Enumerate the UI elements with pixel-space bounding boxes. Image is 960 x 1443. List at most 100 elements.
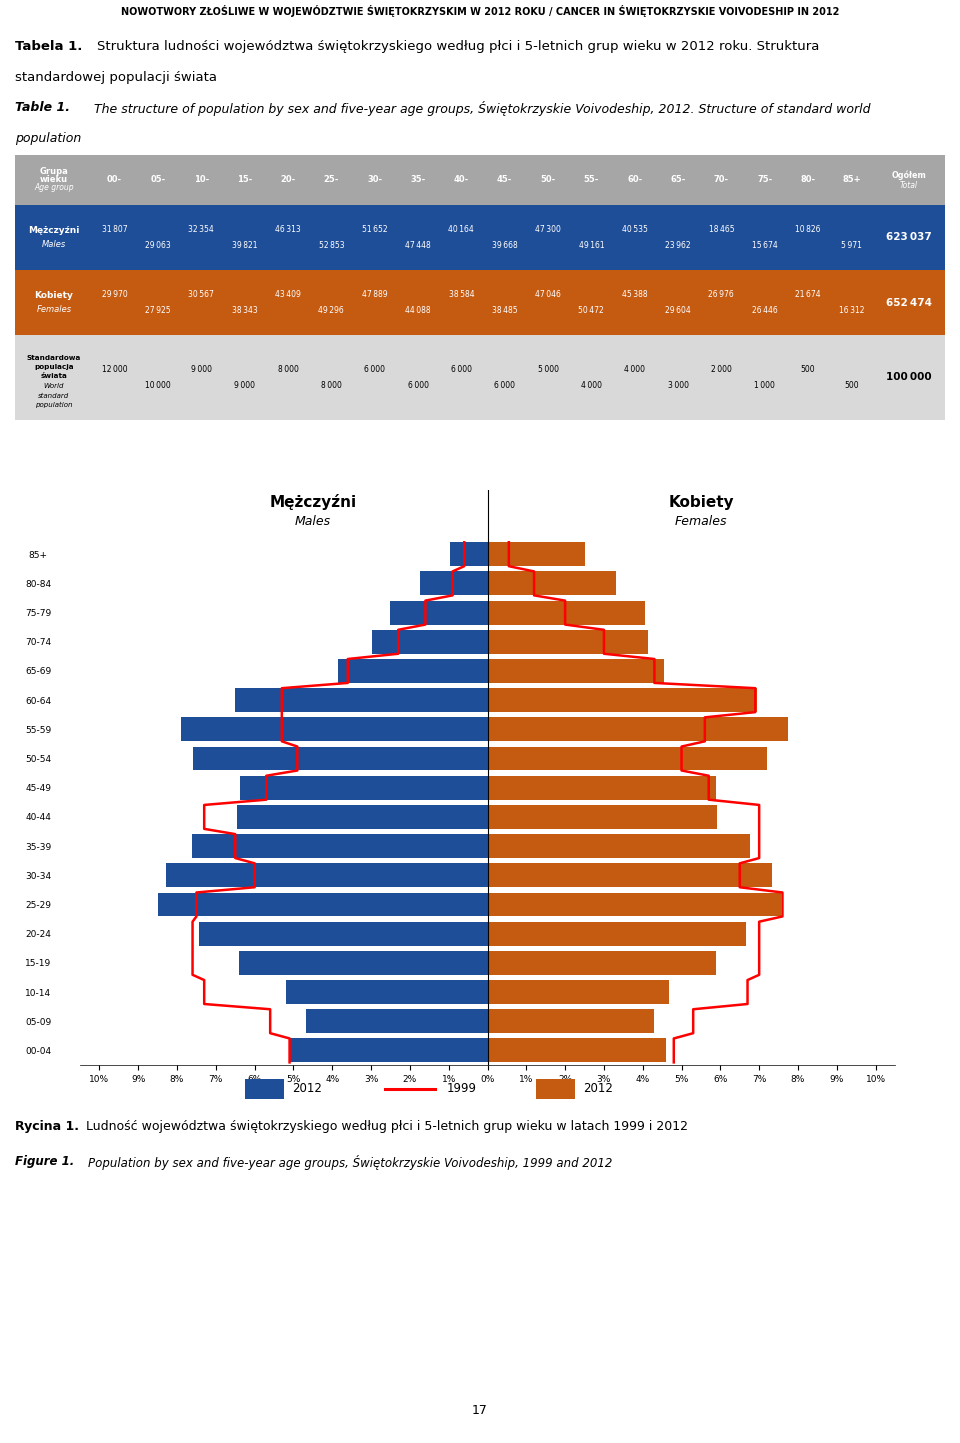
Bar xyxy=(158,893,488,916)
Bar xyxy=(488,746,767,771)
Text: 21 674: 21 674 xyxy=(795,290,821,299)
Text: 10 000: 10 000 xyxy=(145,381,171,390)
Text: wieku: wieku xyxy=(40,176,68,185)
Text: population: population xyxy=(36,401,73,407)
Bar xyxy=(193,746,488,771)
Text: 30 567: 30 567 xyxy=(188,290,214,299)
Text: 44 088: 44 088 xyxy=(405,306,431,315)
Text: 49 161: 49 161 xyxy=(579,241,604,250)
Bar xyxy=(15,154,945,205)
Text: standard: standard xyxy=(38,392,70,398)
Text: Females: Females xyxy=(36,304,72,315)
Text: standardowej populacji świata: standardowej populacji świata xyxy=(15,72,217,85)
Text: 1 000: 1 000 xyxy=(755,381,775,390)
Bar xyxy=(488,659,663,683)
Text: 5 000: 5 000 xyxy=(538,365,559,374)
Bar xyxy=(488,980,669,1004)
Text: 45 388: 45 388 xyxy=(622,290,647,299)
Bar xyxy=(488,688,757,711)
Text: 6 000: 6 000 xyxy=(407,381,428,390)
Text: 9 000: 9 000 xyxy=(191,365,212,374)
Text: 47 046: 47 046 xyxy=(535,290,561,299)
Bar xyxy=(192,834,488,859)
Text: 8 000: 8 000 xyxy=(277,365,299,374)
Bar xyxy=(488,1039,666,1062)
Bar xyxy=(166,863,488,887)
Bar xyxy=(488,922,746,945)
Text: 500: 500 xyxy=(801,365,815,374)
Text: 51 652: 51 652 xyxy=(362,225,388,234)
Text: Ogółem: Ogółem xyxy=(892,170,926,180)
Text: Kobiety: Kobiety xyxy=(668,495,733,511)
Text: 15 674: 15 674 xyxy=(752,241,778,250)
Bar xyxy=(306,1009,488,1033)
Text: Tabela 1.: Tabela 1. xyxy=(15,40,83,53)
Text: 1999: 1999 xyxy=(446,1082,476,1095)
Text: 32 354: 32 354 xyxy=(188,225,214,234)
Text: 75-: 75- xyxy=(757,176,772,185)
Text: Population by sex and five-year age groups, Świętokrzyskie Voivodeship, 1999 and: Population by sex and five-year age grou… xyxy=(87,1154,612,1170)
Text: 38 584: 38 584 xyxy=(448,290,474,299)
Bar xyxy=(488,600,645,625)
Text: 47 300: 47 300 xyxy=(535,225,561,234)
Bar xyxy=(181,717,488,742)
Bar xyxy=(450,543,488,566)
Text: 18 465: 18 465 xyxy=(708,225,734,234)
Text: Age group: Age group xyxy=(35,183,74,192)
Bar xyxy=(15,270,945,335)
Text: 70-: 70- xyxy=(714,176,729,185)
Text: Males: Males xyxy=(42,240,66,250)
Text: Mężczyźni: Mężczyźni xyxy=(28,227,80,235)
Bar xyxy=(488,951,715,975)
Bar xyxy=(289,1039,488,1062)
Bar xyxy=(488,571,616,596)
Text: Rycina 1.: Rycina 1. xyxy=(15,1120,79,1133)
Text: Ludność województwa świętokrzyskiego według płci i 5-letnich grup wieku w latach: Ludność województwa świętokrzyskiego wed… xyxy=(85,1120,687,1133)
Text: 46 313: 46 313 xyxy=(276,225,300,234)
Text: 05-: 05- xyxy=(151,176,166,185)
Text: 60-: 60- xyxy=(627,176,642,185)
Text: 49 296: 49 296 xyxy=(319,306,345,315)
Text: 4 000: 4 000 xyxy=(581,381,602,390)
Text: 40 535: 40 535 xyxy=(622,225,648,234)
Text: 2012: 2012 xyxy=(584,1082,613,1095)
Text: 52 853: 52 853 xyxy=(319,241,344,250)
Text: 20-: 20- xyxy=(280,176,296,185)
Text: 6 000: 6 000 xyxy=(494,381,516,390)
Text: 100 000: 100 000 xyxy=(886,372,932,382)
Text: populacja: populacja xyxy=(35,364,74,369)
Bar xyxy=(235,688,488,711)
Text: The structure of population by sex and five-year age groups, Świętokrzyskie Voiv: The structure of population by sex and f… xyxy=(94,101,871,115)
Text: 5 971: 5 971 xyxy=(841,241,862,250)
Text: 2 000: 2 000 xyxy=(711,365,732,374)
Text: Struktura ludności województwa świętokrzyskiego według płci i 5-letnich grup wie: Struktura ludności województwa świętokrz… xyxy=(97,40,819,53)
Text: 623 037: 623 037 xyxy=(886,232,932,242)
Text: 38 343: 38 343 xyxy=(231,306,257,315)
Bar xyxy=(338,659,488,683)
Bar xyxy=(488,717,788,742)
Text: 26 446: 26 446 xyxy=(752,306,778,315)
Bar xyxy=(420,571,488,596)
Text: 10-: 10- xyxy=(194,176,209,185)
Bar xyxy=(15,205,945,270)
Text: 45-: 45- xyxy=(497,176,513,185)
Text: 38 485: 38 485 xyxy=(492,306,517,315)
Text: 4 000: 4 000 xyxy=(624,365,645,374)
Text: 29 063: 29 063 xyxy=(145,241,171,250)
Bar xyxy=(488,776,716,799)
Text: Standardowa: Standardowa xyxy=(27,355,82,361)
Text: Figure 1.: Figure 1. xyxy=(15,1154,74,1167)
Text: 39 668: 39 668 xyxy=(492,241,517,250)
Text: Mężczyźni: Mężczyźni xyxy=(270,495,356,511)
Bar xyxy=(488,805,717,828)
Bar xyxy=(488,893,780,916)
Text: 43 409: 43 409 xyxy=(276,290,300,299)
Bar xyxy=(286,980,488,1004)
Text: World: World xyxy=(44,384,64,390)
Bar xyxy=(390,600,488,625)
Text: 15-: 15- xyxy=(237,176,252,185)
Text: 6 000: 6 000 xyxy=(364,365,385,374)
Bar xyxy=(488,834,750,859)
Text: 2012: 2012 xyxy=(293,1082,323,1095)
Bar xyxy=(240,776,488,799)
